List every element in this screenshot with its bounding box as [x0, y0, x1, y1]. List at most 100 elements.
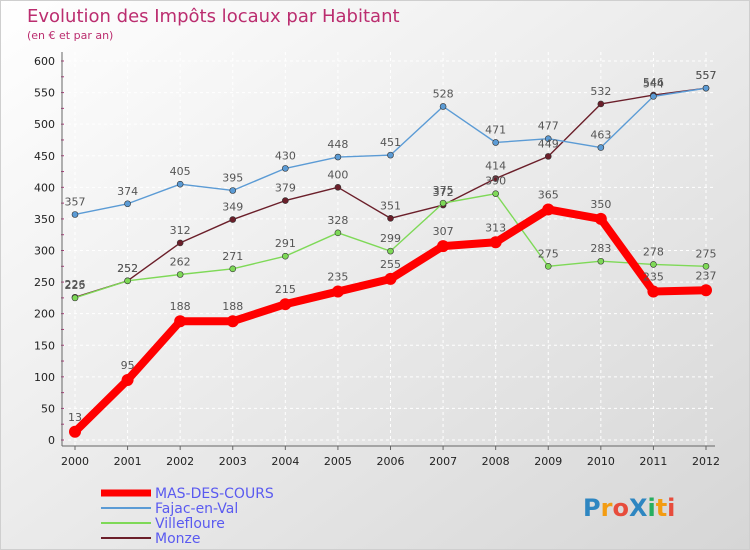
data-label: 307 [433, 225, 454, 238]
data-point [597, 100, 605, 108]
data-label: 405 [170, 165, 191, 178]
data-point [176, 180, 184, 188]
data-point [69, 425, 81, 438]
data-point [176, 239, 184, 247]
data-label: 237 [696, 269, 717, 282]
data-label: 471 [485, 123, 506, 136]
data-point [439, 103, 447, 110]
data-point [544, 153, 552, 160]
data-label: 226 [65, 278, 86, 291]
data-point [387, 214, 394, 222]
data-point [387, 247, 394, 255]
legend: MAS-DES-COURSFajac-en-ValVillefloureMonz… [101, 486, 274, 547]
logo-letter: X [629, 494, 648, 522]
data-point [702, 262, 710, 270]
series-layer [69, 84, 712, 438]
data-label: 557 [696, 69, 717, 82]
y-tick-label: 250 [34, 276, 55, 289]
x-tick-label: 2001 [114, 455, 142, 468]
data-label: 299 [380, 232, 401, 245]
data-label: 372 [433, 186, 454, 199]
data-label: 374 [117, 185, 138, 198]
data-label: 395 [222, 171, 243, 184]
data-point [334, 184, 342, 191]
y-tick-label: 0 [48, 434, 55, 447]
y-tick-label: 450 [34, 150, 55, 163]
proxiti-logo: ProXiti [583, 494, 675, 522]
data-label: 188 [222, 300, 243, 313]
data-label: 544 [643, 77, 664, 90]
x-tick-label: 2005 [324, 455, 352, 468]
data-point [331, 285, 344, 298]
data-label: 349 [222, 201, 243, 214]
data-label: 255 [380, 258, 401, 271]
y-tick-label: 100 [34, 371, 55, 384]
data-label: 365 [538, 188, 559, 201]
logo-letter: t [656, 494, 667, 522]
data-label: 13 [68, 411, 82, 424]
data-point [489, 236, 502, 249]
data-label: 278 [643, 245, 664, 258]
data-point [542, 203, 555, 216]
y-tick-label: 50 [41, 402, 55, 415]
y-tick-label: 200 [34, 308, 55, 321]
legend-label: MAS-DES-COURS [155, 486, 274, 502]
data-label: 215 [275, 283, 296, 296]
chart-title: Evolution des Impôts locaux par Habitant [27, 6, 400, 27]
data-point [334, 229, 342, 237]
data-label: 313 [485, 221, 506, 234]
x-tick-label: 2008 [482, 455, 510, 468]
data-label: 188 [170, 300, 191, 313]
data-label: 275 [538, 247, 559, 260]
data-label: 283 [590, 242, 611, 255]
data-label: 271 [222, 250, 243, 263]
data-point [597, 144, 605, 151]
legend-label: Monze [155, 531, 200, 547]
x-tick-label: 2003 [219, 455, 247, 468]
data-label: 379 [275, 182, 296, 195]
data-point [650, 261, 657, 268]
data-point [176, 271, 184, 278]
data-label: 262 [170, 256, 191, 269]
data-point [492, 175, 499, 182]
x-tick-label: 2000 [61, 455, 89, 468]
data-point [229, 187, 237, 194]
data-label: 528 [433, 87, 454, 100]
y-tick-label: 600 [34, 55, 55, 68]
data-point [437, 240, 450, 253]
data-point [492, 190, 499, 197]
data-point [71, 211, 79, 218]
y-tick-label: 550 [34, 87, 55, 100]
logo-letter: r [601, 494, 613, 522]
chart-subtitle: (en € et par an) [27, 29, 113, 42]
data-label: 448 [327, 138, 348, 151]
x-tick-label: 2010 [587, 455, 615, 468]
data-label: 390 [485, 175, 506, 188]
data-label: 451 [380, 136, 401, 149]
x-tick-label: 2004 [271, 455, 299, 468]
data-label: 252 [117, 262, 138, 275]
data-label: 351 [380, 199, 401, 212]
y-tick-label: 400 [34, 181, 55, 194]
y-tick-label: 500 [34, 118, 55, 131]
data-point [174, 315, 187, 328]
axes: 0 50 100 150 200 250 300 350 400 450 500 550 600 2000… [34, 52, 720, 468]
legend-label: Villefloure [155, 516, 225, 532]
data-label: 414 [485, 159, 506, 172]
logo-letter: P [583, 494, 601, 522]
y-tick-label: 300 [34, 245, 55, 258]
data-label: 400 [327, 168, 348, 181]
x-tick-label: 2009 [534, 455, 562, 468]
logo-letter: i [647, 494, 655, 522]
data-labels: 226 252 312 349 379 400 351 372 414 449 532 546 557 2… [65, 69, 717, 424]
data-label: 95 [121, 359, 135, 372]
data-label: 235 [327, 271, 348, 284]
data-label: 235 [643, 271, 664, 284]
data-label: 430 [275, 149, 296, 162]
data-label: 291 [275, 237, 296, 250]
data-point [282, 165, 289, 172]
data-point [700, 284, 712, 297]
x-tick-label: 2007 [429, 455, 457, 468]
data-point [226, 315, 239, 328]
